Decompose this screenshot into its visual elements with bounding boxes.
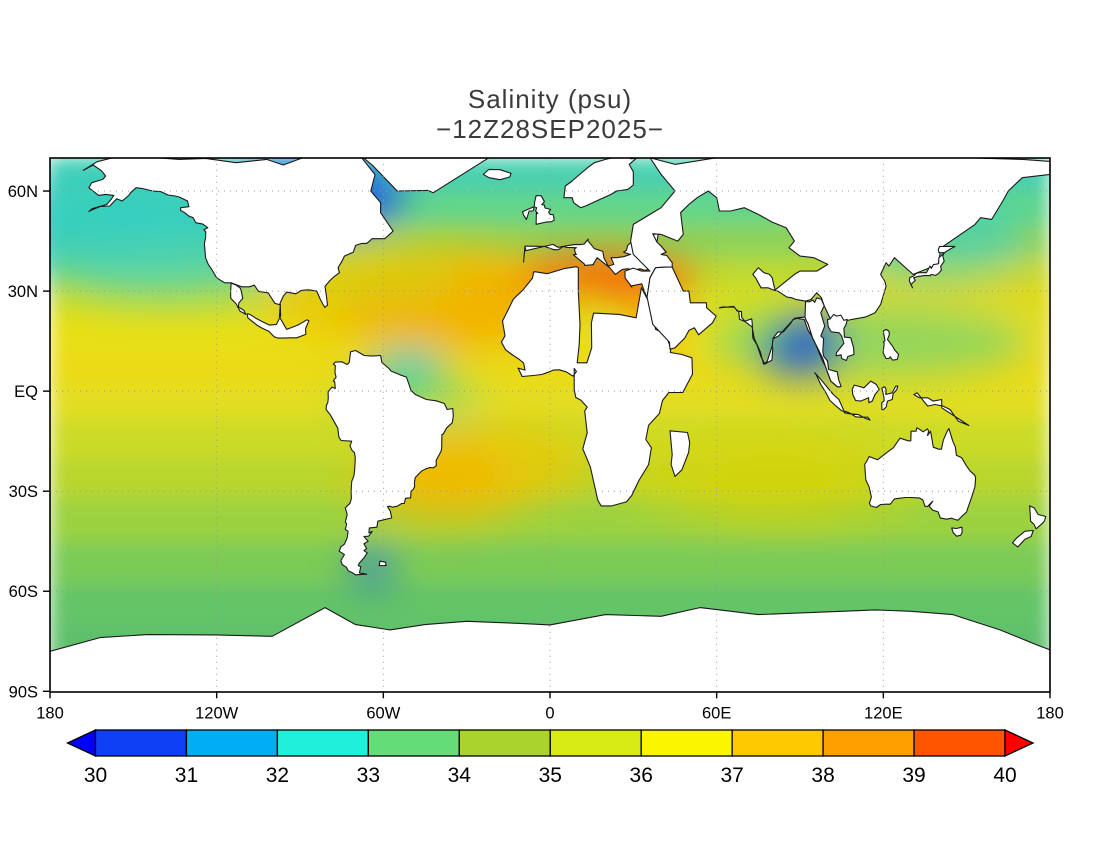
svg-text:34: 34 bbox=[448, 764, 472, 787]
svg-text:120E: 120E bbox=[864, 704, 903, 722]
svg-text:31: 31 bbox=[175, 764, 198, 787]
svg-text:40: 40 bbox=[993, 764, 1016, 787]
svg-text:EQ: EQ bbox=[14, 383, 38, 401]
svg-text:60W: 60W bbox=[366, 704, 400, 722]
svg-text:32: 32 bbox=[266, 764, 289, 787]
svg-text:35: 35 bbox=[539, 764, 562, 787]
svg-text:30: 30 bbox=[84, 764, 107, 787]
svg-text:180: 180 bbox=[36, 704, 64, 722]
svg-text:120W: 120W bbox=[195, 704, 239, 722]
svg-text:0: 0 bbox=[545, 704, 554, 722]
svg-text:36: 36 bbox=[630, 764, 653, 787]
svg-text:30N: 30N bbox=[8, 283, 38, 301]
svg-text:60E: 60E bbox=[702, 704, 731, 722]
svg-text:60S: 60S bbox=[9, 583, 38, 601]
svg-text:30S: 30S bbox=[9, 483, 38, 501]
svg-text:180: 180 bbox=[1036, 704, 1064, 722]
svg-text:38: 38 bbox=[811, 764, 834, 787]
svg-text:37: 37 bbox=[720, 764, 743, 787]
svg-text:39: 39 bbox=[902, 764, 925, 787]
svg-text:90S: 90S bbox=[9, 683, 38, 701]
svg-text:60N: 60N bbox=[8, 183, 38, 201]
svg-text:33: 33 bbox=[357, 764, 380, 787]
